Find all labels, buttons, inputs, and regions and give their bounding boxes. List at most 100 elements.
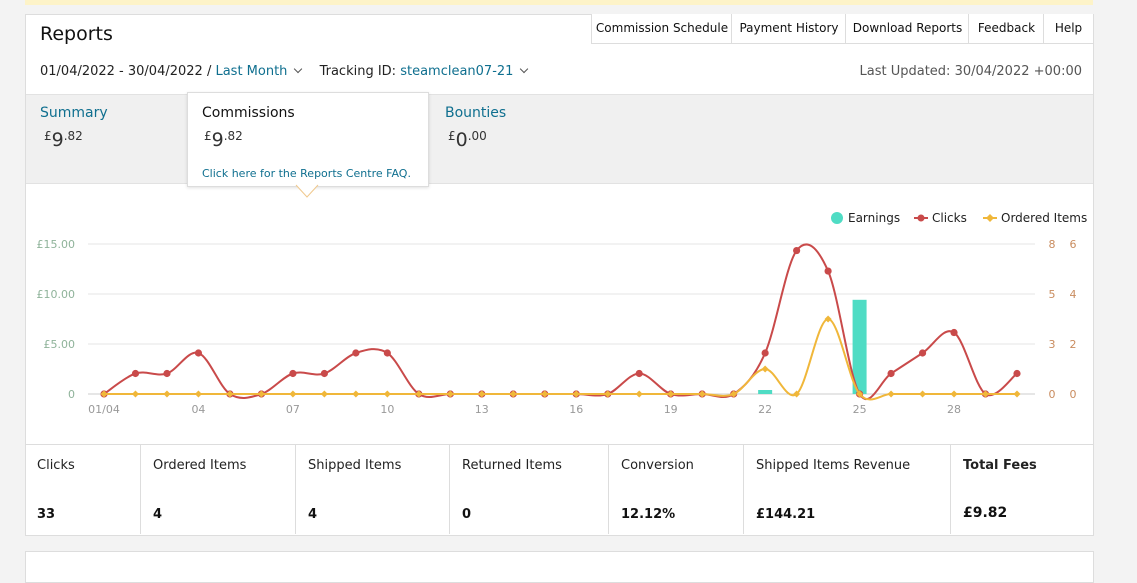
x-tick-label: 19 bbox=[664, 403, 678, 416]
point bbox=[383, 349, 391, 357]
currency: £ bbox=[204, 129, 212, 143]
total-cell: Shipped Items Revenue £144.21 bbox=[744, 445, 951, 534]
point bbox=[131, 369, 140, 378]
tick-label: 0 bbox=[68, 388, 75, 401]
bounties-amount: £0.00 bbox=[448, 129, 487, 151]
tracking-dropdown[interactable]: steamclean07-21 bbox=[400, 64, 514, 79]
point bbox=[541, 390, 549, 398]
commissions-amount: £9.82 bbox=[204, 129, 243, 151]
point bbox=[824, 315, 832, 323]
chevron bbox=[294, 64, 303, 74]
chevron bbox=[520, 64, 529, 74]
point bbox=[824, 267, 832, 275]
whole: 9 bbox=[51, 129, 64, 151]
total-cell: Conversion 12.12% bbox=[609, 445, 744, 534]
point bbox=[982, 390, 990, 398]
bounties-label[interactable]: Bounties bbox=[445, 105, 507, 121]
point bbox=[887, 390, 895, 398]
tab[interactable]: Feedback bbox=[968, 14, 1045, 44]
point bbox=[856, 390, 864, 398]
point bbox=[289, 390, 297, 398]
currency: £ bbox=[44, 129, 52, 143]
point bbox=[446, 390, 454, 398]
point bbox=[509, 390, 517, 398]
point bbox=[667, 390, 675, 398]
point bbox=[194, 349, 203, 357]
tick-label: £10.00 bbox=[37, 288, 76, 301]
point bbox=[604, 390, 612, 398]
period-dropdown[interactable]: Last Month bbox=[215, 64, 288, 79]
legend-swatch bbox=[917, 214, 925, 222]
total-value: 4 bbox=[308, 507, 318, 522]
bar bbox=[852, 299, 867, 394]
point bbox=[761, 349, 769, 357]
point bbox=[383, 390, 391, 398]
point bbox=[320, 369, 328, 378]
x-tick-label: 25 bbox=[853, 403, 867, 416]
point bbox=[415, 390, 423, 398]
tab[interactable]: Payment History bbox=[731, 14, 847, 44]
bar bbox=[758, 390, 773, 394]
point bbox=[761, 365, 769, 373]
total-value: 33 bbox=[37, 507, 56, 522]
page: { "header": { "title": "Reports", "tabs"… bbox=[25, 0, 1094, 583]
faq-link[interactable]: Click here for the Reports Centre FAQ. bbox=[202, 167, 411, 180]
tick-label: 2 bbox=[1070, 338, 1077, 351]
legend-label: Clicks bbox=[932, 211, 967, 225]
total-label: Ordered Items bbox=[153, 458, 247, 473]
point bbox=[887, 369, 895, 378]
currency: £ bbox=[448, 129, 456, 143]
point bbox=[730, 390, 738, 398]
date-row: 01/04/2022 - 30/04/2022 / Last Month Tra… bbox=[40, 64, 529, 79]
point bbox=[793, 390, 801, 398]
summary-label[interactable]: Summary bbox=[40, 105, 108, 121]
total-value: 4 bbox=[153, 507, 163, 522]
total-label: Shipped Items bbox=[308, 458, 402, 473]
whole: 9 bbox=[211, 129, 224, 151]
legend-swatch bbox=[986, 214, 994, 222]
point bbox=[257, 390, 265, 398]
point bbox=[918, 349, 927, 357]
x-tick-label: 04 bbox=[191, 403, 205, 416]
total-cell: Ordered Items 4 bbox=[141, 445, 296, 534]
line bbox=[103, 243, 1018, 401]
chart: 0 £5.00 £10.00 £15.00 0 3 5 8 0 2 4 6 01/04 04 07 10 13 1… bbox=[37, 211, 1088, 416]
point bbox=[635, 369, 643, 378]
tab[interactable]: Help bbox=[1043, 14, 1094, 44]
summary-amount: £9.82 bbox=[44, 129, 83, 151]
total-cell: Total Fees £9.82 bbox=[951, 445, 1092, 534]
point bbox=[635, 390, 643, 398]
whole: 0 bbox=[455, 129, 468, 151]
legend-swatch bbox=[831, 212, 843, 224]
point bbox=[194, 390, 202, 398]
total-cell: Returned Items 0 bbox=[450, 445, 609, 534]
total-value: 0 bbox=[462, 507, 472, 522]
total-label: Total Fees bbox=[963, 458, 1037, 473]
x-tick-label: 01/04 bbox=[88, 403, 120, 416]
total-cell: Clicks 33 bbox=[25, 445, 141, 534]
x-tick-label: 22 bbox=[758, 403, 772, 416]
point bbox=[1013, 369, 1021, 378]
point bbox=[163, 369, 171, 378]
tick-label: 8 bbox=[1049, 238, 1056, 251]
next-card bbox=[25, 551, 1094, 583]
tab[interactable]: Commission Schedule bbox=[591, 14, 733, 44]
point bbox=[478, 390, 486, 398]
commissions-label[interactable]: Commissions bbox=[202, 105, 295, 121]
point bbox=[1013, 390, 1021, 398]
x-tick-label: 28 bbox=[947, 403, 961, 416]
point bbox=[352, 349, 360, 357]
legend-label: Ordered Items bbox=[1001, 211, 1087, 225]
point bbox=[100, 390, 108, 398]
fraction: .82 bbox=[63, 129, 83, 143]
point bbox=[793, 246, 801, 255]
total-label: Conversion bbox=[621, 458, 694, 473]
total-label: Clicks bbox=[37, 458, 75, 473]
page-title: Reports bbox=[40, 23, 113, 45]
tab[interactable]: Download Reports bbox=[845, 14, 970, 44]
point bbox=[131, 390, 139, 398]
tick-label: £5.00 bbox=[44, 338, 76, 351]
point bbox=[226, 390, 234, 398]
total-value: 12.12% bbox=[621, 507, 676, 522]
legend-label: Earnings bbox=[848, 211, 900, 225]
